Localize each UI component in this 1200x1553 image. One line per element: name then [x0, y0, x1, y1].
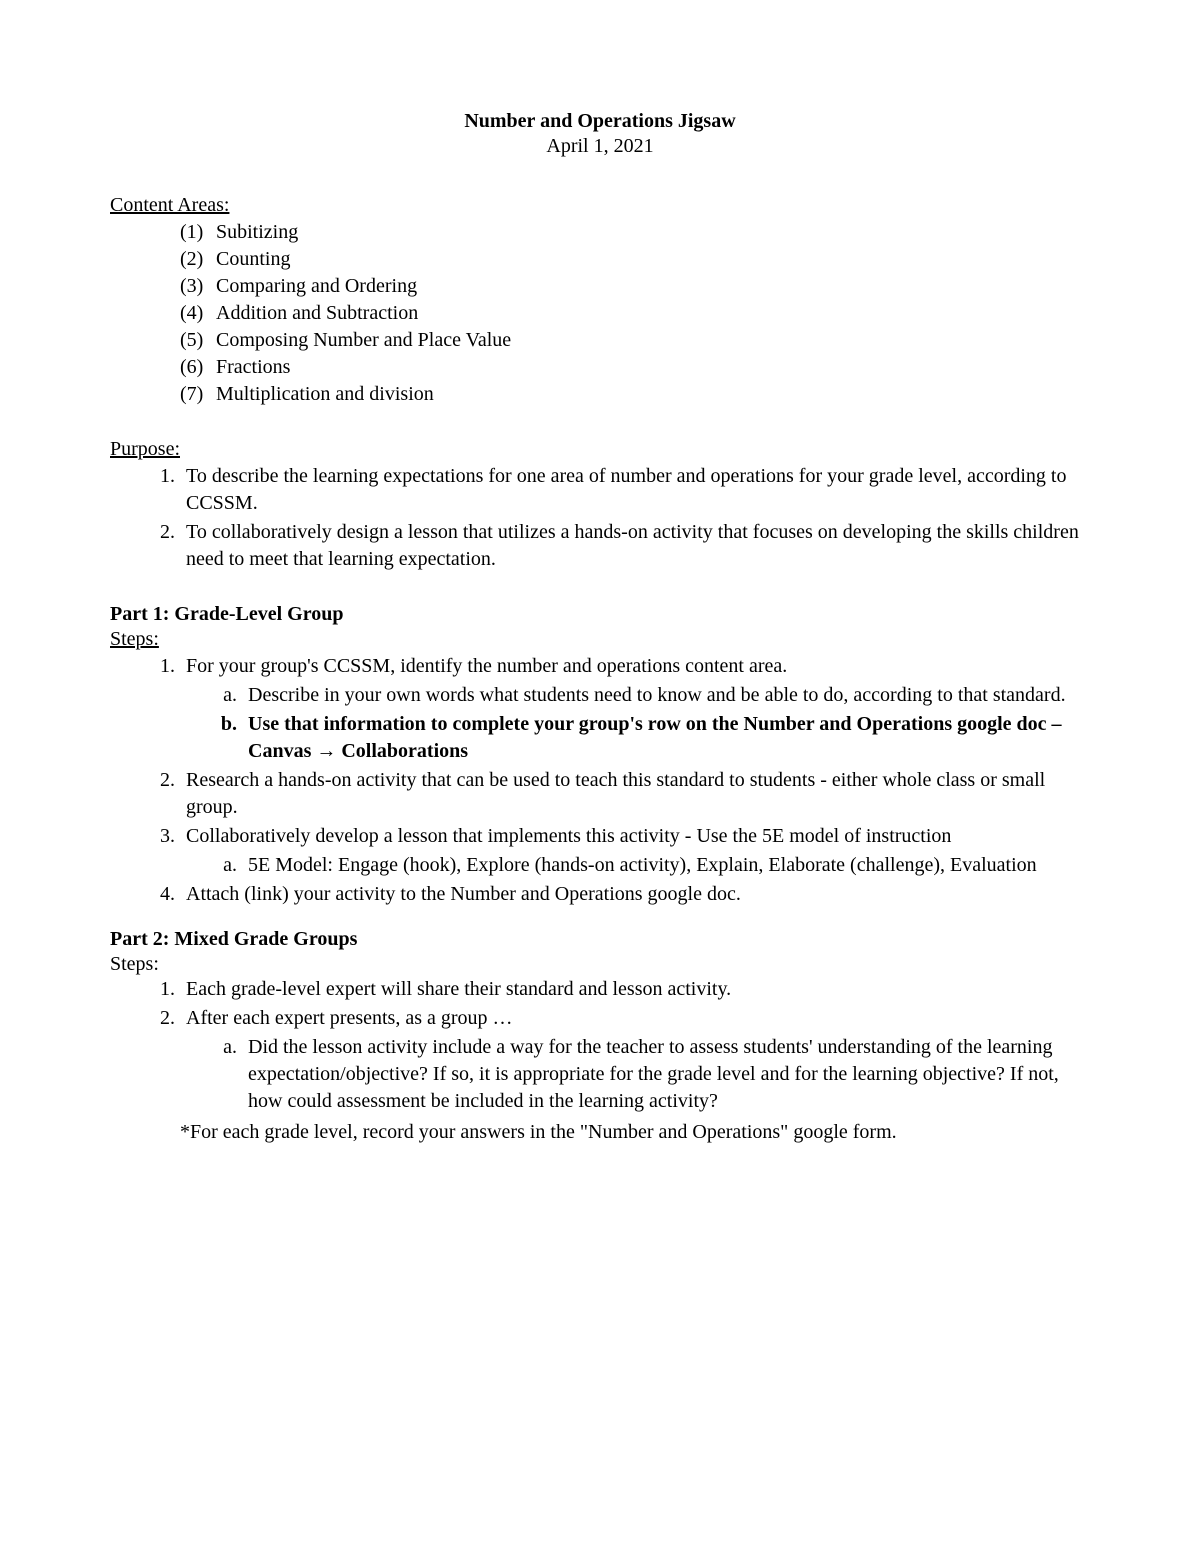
- list-item: Use that information to complete your gr…: [242, 711, 1090, 765]
- list-item: To describe the learning expectations fo…: [180, 463, 1090, 517]
- text-run: information to complete your group's row…: [248, 713, 1062, 762]
- item-number: (5): [180, 327, 210, 354]
- item-text: Composing Number and Place Value: [216, 327, 511, 354]
- list-item: (6) Fractions: [180, 354, 1090, 381]
- document-page: Number and Operations Jigsaw April 1, 20…: [0, 0, 1200, 1553]
- document-title: Number and Operations Jigsaw: [110, 110, 1090, 133]
- list-item: Describe in your own words what students…: [242, 682, 1090, 709]
- list-item: After each expert presents, as a group ……: [180, 1005, 1090, 1115]
- part1-heading: Part 1: Grade-Level Group: [110, 603, 1090, 626]
- item-number: (7): [180, 381, 210, 408]
- list-item: (1) Subitizing: [180, 219, 1090, 246]
- document-date: April 1, 2021: [110, 135, 1090, 158]
- item-number: (6): [180, 354, 210, 381]
- item-text: Addition and Subtraction: [216, 300, 418, 327]
- part1-steps-label: Steps:: [110, 628, 1090, 651]
- purpose-label: Purpose:: [110, 438, 1090, 461]
- part2-note: *For each grade level, record your answe…: [110, 1119, 1090, 1146]
- item-text: Fractions: [216, 354, 290, 381]
- list-item: (4) Addition and Subtraction: [180, 300, 1090, 327]
- list-item: Collaboratively develop a lesson that im…: [180, 823, 1090, 879]
- list-item: 5E Model: Engage (hook), Explore (hands-…: [242, 852, 1090, 879]
- list-item: Attach (link) your activity to the Numbe…: [180, 881, 1090, 908]
- list-item: (5) Composing Number and Place Value: [180, 327, 1090, 354]
- part1-steps-list: For your group's CCSSM, identify the num…: [110, 653, 1090, 908]
- sub-list: 5E Model: Engage (hook), Explore (hands-…: [186, 852, 1090, 879]
- step-text: Collaboratively develop a lesson that im…: [186, 825, 951, 847]
- part2-steps-list: Each grade-level expert will share their…: [110, 976, 1090, 1115]
- part2-steps-label: Steps:: [110, 953, 1090, 976]
- list-item: Research a hands-on activity that can be…: [180, 767, 1090, 821]
- item-text: Comparing and Ordering: [216, 273, 417, 300]
- list-item: For your group's CCSSM, identify the num…: [180, 653, 1090, 765]
- part2-heading: Part 2: Mixed Grade Groups: [110, 928, 1090, 951]
- item-number: (4): [180, 300, 210, 327]
- content-areas-list: (1) Subitizing (2) Counting (3) Comparin…: [110, 219, 1090, 408]
- text-run: Use: [248, 713, 284, 735]
- list-item: (3) Comparing and Ordering: [180, 273, 1090, 300]
- list-item: Each grade-level expert will share their…: [180, 976, 1090, 1003]
- sub-list: Did the lesson activity include a way fo…: [186, 1034, 1090, 1115]
- item-number: (3): [180, 273, 210, 300]
- sub-list: Describe in your own words what students…: [186, 682, 1090, 765]
- item-number: (1): [180, 219, 210, 246]
- list-item: (7) Multiplication and division: [180, 381, 1090, 408]
- item-text: Multiplication and division: [216, 381, 434, 408]
- purpose-list: To describe the learning expectations fo…: [110, 463, 1090, 573]
- step-text: After each expert presents, as a group …: [186, 1007, 513, 1029]
- item-text: Counting: [216, 246, 290, 273]
- item-number: (2): [180, 246, 210, 273]
- list-item: (2) Counting: [180, 246, 1090, 273]
- item-text: Subitizing: [216, 219, 298, 246]
- step-text: For your group's CCSSM, identify the num…: [186, 655, 787, 677]
- list-item: To collaboratively design a lesson that …: [180, 519, 1090, 573]
- list-item: Did the lesson activity include a way fo…: [242, 1034, 1090, 1115]
- text-run: that: [284, 713, 318, 735]
- content-areas-label: Content Areas:: [110, 194, 1090, 217]
